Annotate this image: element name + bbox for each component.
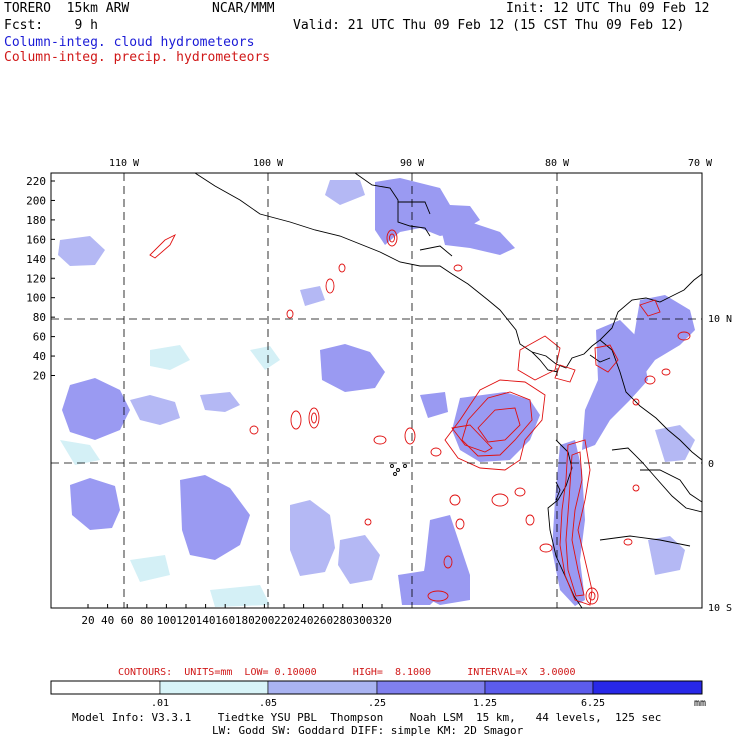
y-tick-label: 200	[26, 194, 46, 207]
lon-label-90w: 90 W	[400, 158, 425, 169]
lon-label-110w: 110 W	[109, 158, 140, 169]
colorbar-swatch	[50, 680, 161, 695]
colorbar-label-4: 6.25	[581, 698, 605, 709]
lon-label-70w: 70 W	[688, 158, 713, 169]
forecast-hour: Fcst: 9 h	[4, 18, 98, 33]
colorbar-swatch	[159, 680, 269, 695]
model-info-line2: LW: Godd SW: Goddard DIFF: simple KM: 2D…	[212, 724, 524, 737]
y-tick-label: 80	[33, 311, 46, 324]
graticule	[51, 173, 702, 608]
x-tick-label: 280	[333, 614, 353, 627]
colorbar-label-0: .01	[151, 698, 169, 709]
colorbar-label-2: .25	[368, 698, 386, 709]
y-tick-label: 60	[33, 331, 46, 344]
colorbar-swatch	[592, 680, 703, 695]
colorbar-swatch	[267, 680, 378, 695]
x-tick-label: 180	[235, 614, 255, 627]
lat-label-0: 0	[708, 459, 714, 470]
colorbar-unit: mm	[694, 698, 706, 709]
precip-contours	[149, 229, 691, 606]
x-tick-label: 140	[196, 614, 216, 627]
lat-label-10s: 10 S	[708, 603, 732, 614]
x-tick-label: 240	[294, 614, 314, 627]
cloud-field-title: Column-integ. cloud hydrometeors	[4, 35, 255, 50]
valid-time: Valid: 21 UTC Thu 09 Feb 12 (15 CST Thu …	[293, 18, 685, 33]
lon-label-100w: 100 W	[253, 158, 284, 169]
precip-field-title: Column-integ. precip. hydrometeors	[4, 50, 271, 65]
x-tick-label: 120	[176, 614, 196, 627]
x-tick-label: 100	[156, 614, 176, 627]
x-tick-label: 160	[215, 614, 235, 627]
y-tick-label: 140	[26, 253, 46, 266]
x-tick-label: 220	[274, 614, 294, 627]
x-tick-label: 80	[140, 614, 153, 627]
map-frame	[50, 172, 703, 609]
x-tick-label: 40	[101, 614, 114, 627]
colorbar-frame	[50, 680, 703, 695]
lat-label-10n: 10 N	[708, 314, 732, 325]
axis-ticks	[51, 180, 383, 608]
lon-label-80w: 80 W	[545, 158, 570, 169]
model-info-line1: Model Info: V3.3.1 Tiedtke YSU PBL Thomp…	[72, 711, 662, 724]
colorbar-label-3: 1.25	[473, 698, 497, 709]
colorbar	[50, 680, 703, 695]
model-title: TORERO 15km ARW	[4, 1, 130, 16]
contours-info: CONTOURS: UNITS=mm LOW= 0.10000 HIGH= 8.…	[118, 667, 576, 678]
y-tick-label: 100	[26, 292, 46, 305]
cloud-hydrometeor-shading	[58, 178, 695, 607]
organization-label: NCAR/MMM	[212, 1, 275, 16]
colorbar-swatch	[376, 680, 486, 695]
init-time: Init: 12 UTC Thu 09 Feb 12	[506, 1, 710, 16]
y-tick-label: 20	[33, 370, 46, 383]
x-tick-label: 300	[352, 614, 372, 627]
x-tick-label: 260	[313, 614, 333, 627]
y-tick-label: 160	[26, 233, 46, 246]
y-tick-label: 180	[26, 214, 46, 227]
x-tick-label: 20	[81, 614, 94, 627]
y-tick-label: 40	[33, 350, 46, 363]
colorbar-label-1: .05	[259, 698, 277, 709]
colorbar-swatch	[484, 680, 594, 695]
x-tick-label: 200	[254, 614, 274, 627]
x-tick-label: 60	[121, 614, 134, 627]
x-tick-label: 320	[372, 614, 392, 627]
y-tick-label: 120	[26, 272, 46, 285]
y-tick-label: 220	[26, 175, 46, 188]
